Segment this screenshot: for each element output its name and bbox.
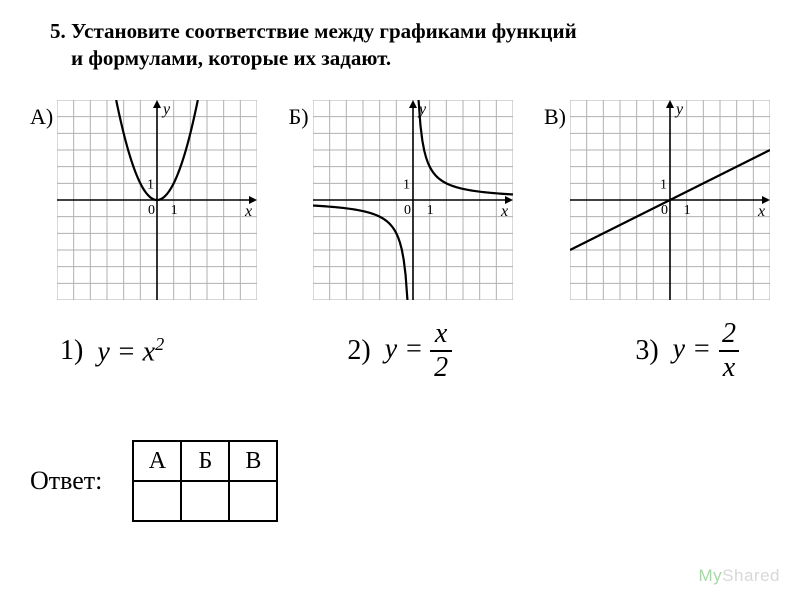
formula-2: 2) y = x 2 bbox=[347, 320, 452, 382]
graphs-row: А) 011xy Б) 011xy В) 011xy bbox=[30, 100, 770, 300]
graph-block-0: А) 0 1 1 x y bbox=[30, 100, 257, 300]
graph-0: 0 1 1 x y bbox=[57, 100, 257, 300]
answer-cell-a[interactable] bbox=[133, 481, 181, 521]
watermark: MyShared bbox=[699, 566, 781, 586]
formula-2-expr: y = x 2 bbox=[385, 320, 452, 382]
answer-header-a: А bbox=[133, 441, 181, 481]
formula-3-num: 3) bbox=[635, 335, 658, 367]
graph-1: 011xy bbox=[313, 100, 513, 300]
watermark-shared: Shared bbox=[722, 566, 780, 585]
graph-label-1: Б) bbox=[289, 104, 309, 130]
svg-text:1: 1 bbox=[171, 203, 178, 218]
answer-header-b: Б bbox=[181, 441, 229, 481]
answer-label: Ответ: bbox=[30, 466, 102, 496]
formula-3: 3) y = 2 x bbox=[635, 320, 740, 382]
question-line1: Установите соответствие между графиками … bbox=[71, 19, 577, 43]
formula-2-num: 2) bbox=[347, 335, 370, 367]
graph-2: 0 1 1 x y bbox=[570, 100, 770, 300]
formula-1-num: 1) bbox=[60, 335, 83, 367]
answer-cell-b[interactable] bbox=[181, 481, 229, 521]
svg-text:1: 1 bbox=[403, 177, 410, 192]
question-number: 5. bbox=[50, 19, 66, 43]
watermark-my: My bbox=[699, 566, 723, 585]
graph-block-2: В) 0 1 1 x y bbox=[544, 100, 770, 300]
svg-text:0: 0 bbox=[404, 203, 411, 218]
svg-text:0: 0 bbox=[148, 203, 155, 218]
svg-text:1: 1 bbox=[660, 177, 667, 192]
formula-3-expr: y = 2 x bbox=[673, 320, 740, 382]
graph-label-0: А) bbox=[30, 104, 53, 130]
formula-1: 1) y = x2 bbox=[60, 334, 164, 368]
formula-1-expr: y = x2 bbox=[97, 334, 164, 368]
answer-cell-v[interactable] bbox=[229, 481, 277, 521]
svg-text:0: 0 bbox=[661, 203, 668, 218]
svg-text:y: y bbox=[161, 101, 171, 118]
answer-table: А Б В bbox=[132, 440, 278, 522]
graph-label-2: В) bbox=[544, 104, 566, 130]
question-line2: и формулами, которые их задают. bbox=[71, 46, 391, 70]
answer-row: Ответ: А Б В bbox=[30, 440, 278, 522]
formulas-row: 1) y = x2 2) y = x 2 3) y = 2 x bbox=[60, 320, 740, 382]
svg-text:1: 1 bbox=[147, 177, 154, 192]
svg-text:x: x bbox=[244, 203, 252, 220]
svg-text:x: x bbox=[500, 203, 508, 220]
graph-block-1: Б) 011xy bbox=[289, 100, 513, 300]
svg-text:1: 1 bbox=[426, 203, 433, 218]
svg-text:1: 1 bbox=[684, 203, 691, 218]
question-text: 5. Установите соответствие между графика… bbox=[50, 18, 770, 73]
svg-text:x: x bbox=[757, 203, 765, 220]
answer-header-v: В bbox=[229, 441, 277, 481]
svg-text:y: y bbox=[674, 101, 684, 118]
